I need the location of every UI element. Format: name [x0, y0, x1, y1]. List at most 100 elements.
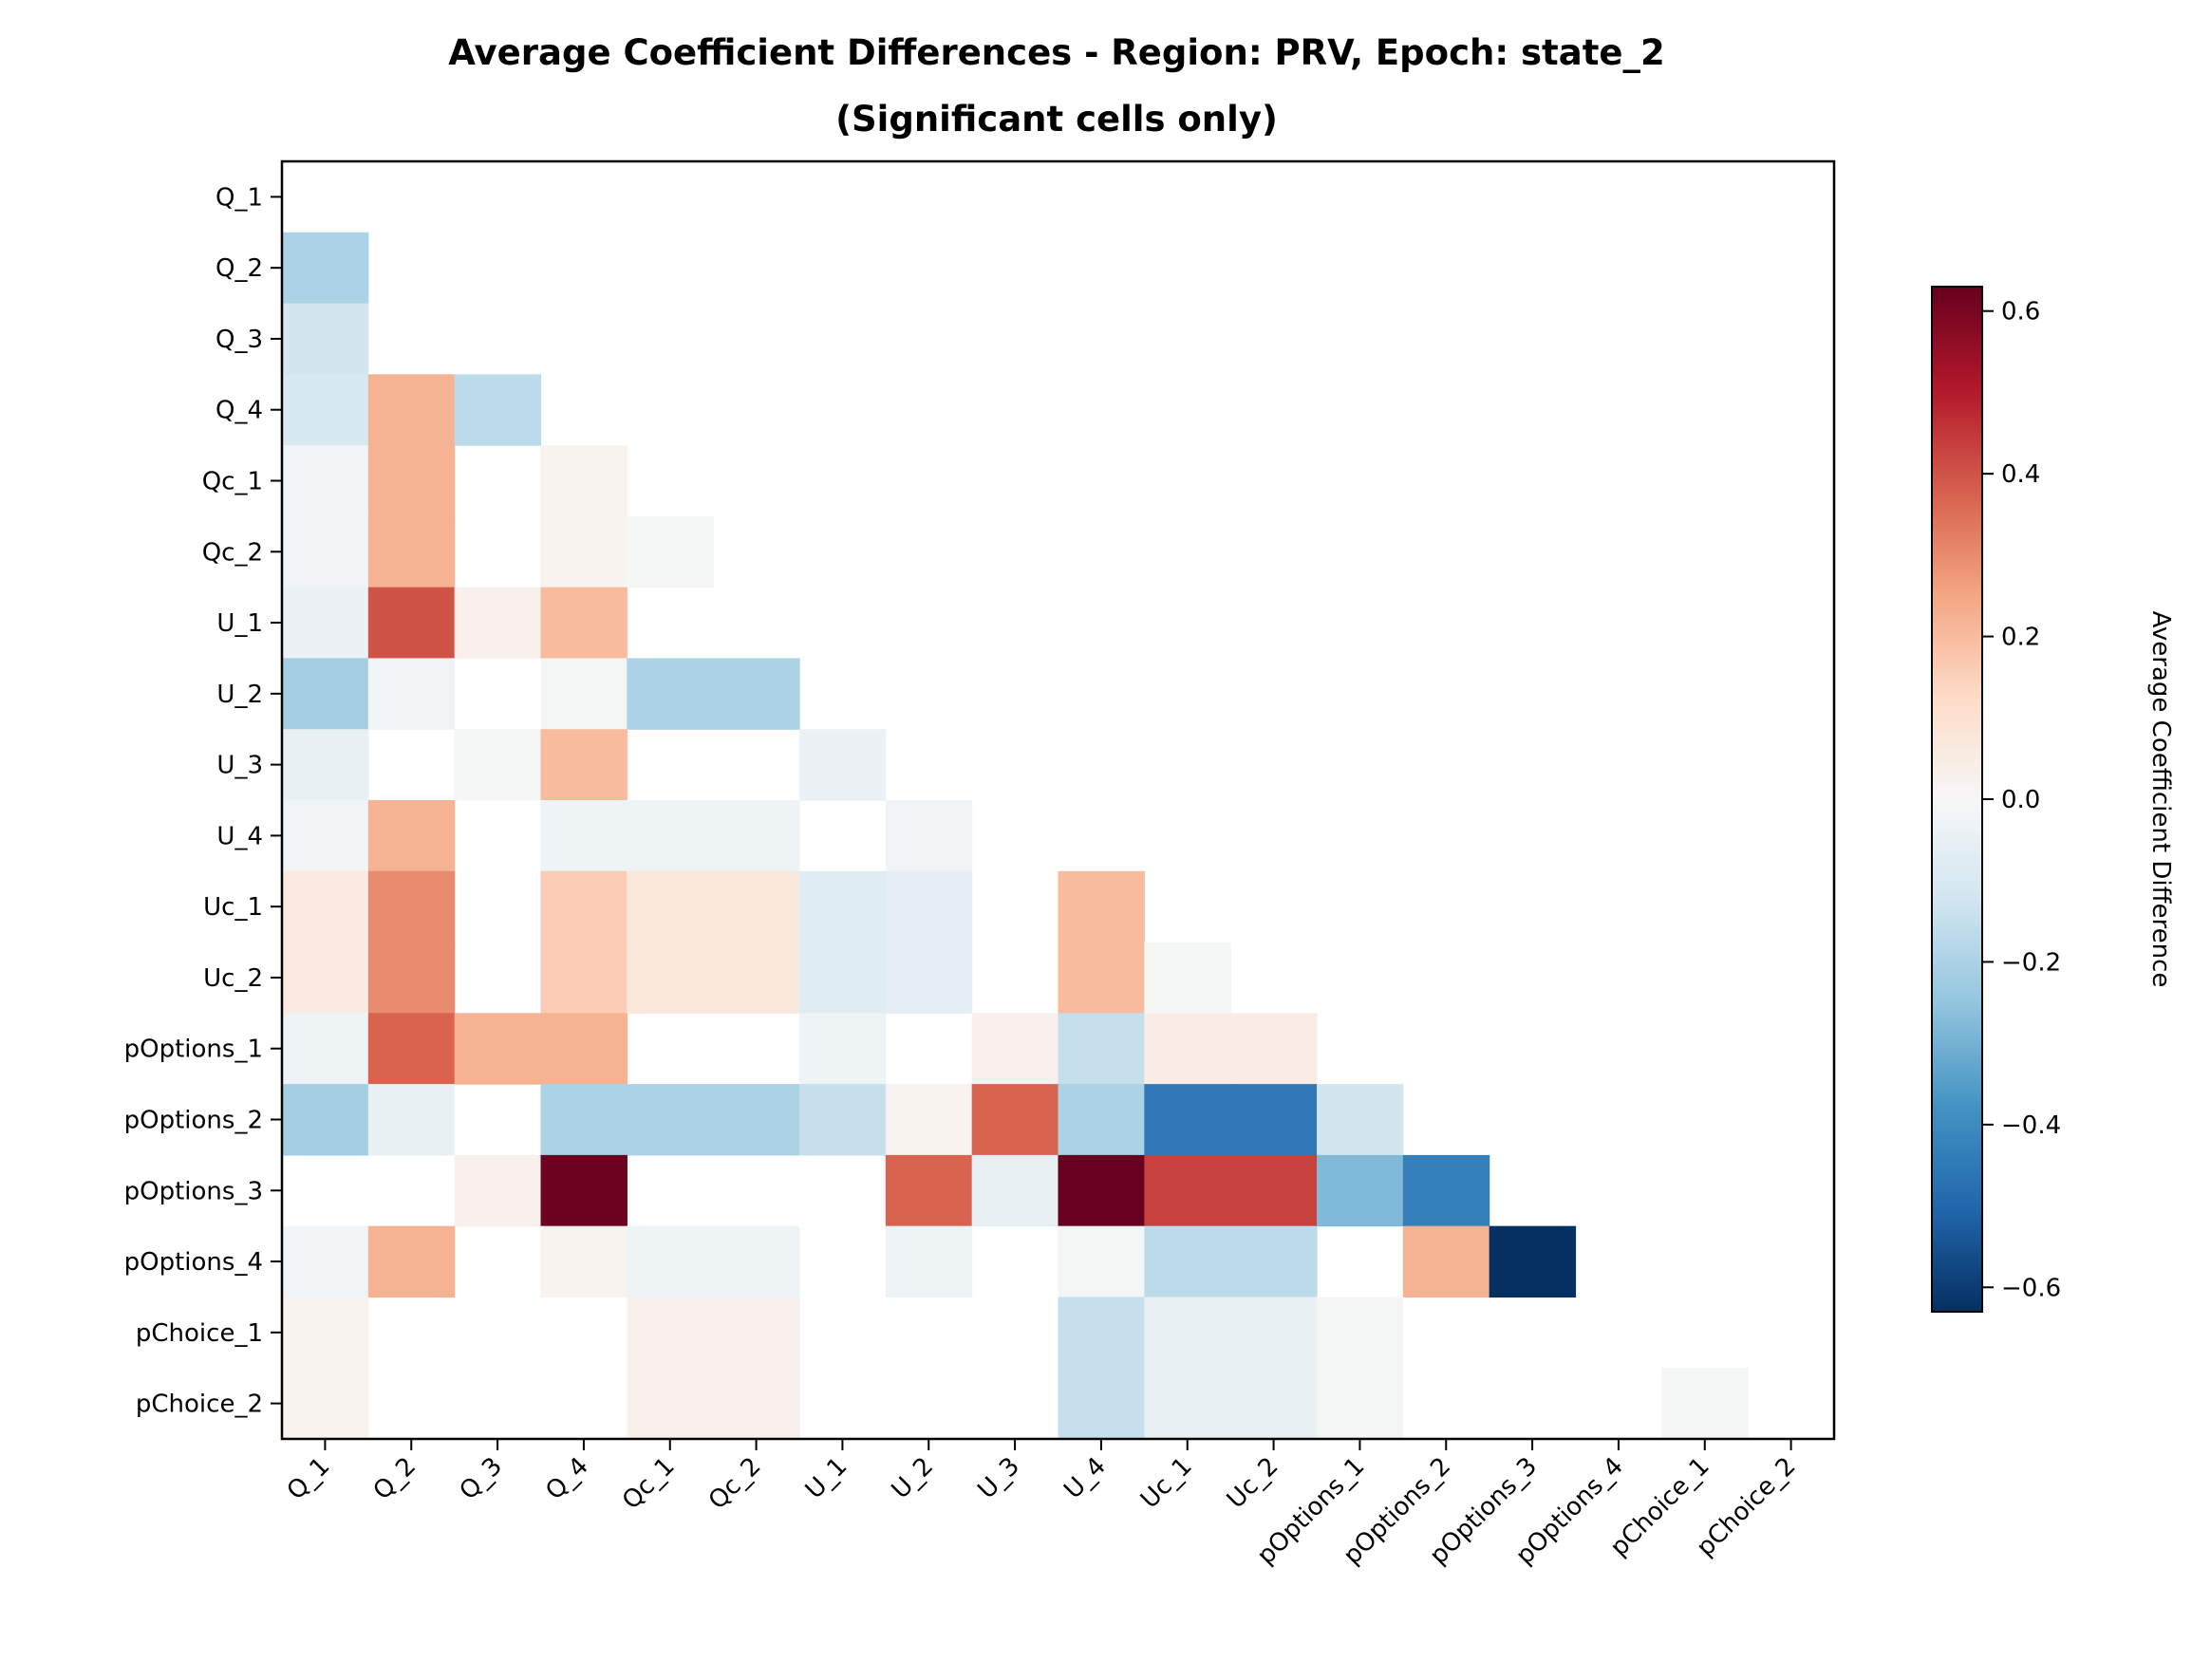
x-tick-label: Qc_2: [703, 1452, 767, 1516]
x-tick-label: Q_4: [540, 1452, 594, 1506]
heatmap-cell: [282, 942, 369, 1014]
heatmap-cell: [1144, 1297, 1231, 1369]
heatmap-cell: [885, 1084, 973, 1156]
heatmap-cell: [367, 800, 456, 872]
x-tick-label: Q_3: [454, 1452, 508, 1506]
heatmap-cell: [282, 232, 369, 305]
heatmap-cell: [367, 870, 456, 943]
heatmap-cell: [627, 658, 714, 730]
y-tick-label: Uc_1: [203, 893, 263, 922]
x-tick-label: U_1: [800, 1452, 853, 1505]
heatmap-cell: [1144, 942, 1231, 1014]
heatmap-cell: [540, 515, 628, 588]
heatmap-cell: [282, 587, 369, 660]
heatmap-cell: [540, 1225, 628, 1298]
x-tick-label: Uc_2: [1222, 1452, 1284, 1515]
heatmap-cell: [1058, 1225, 1145, 1298]
heatmap-cell: [1402, 1154, 1490, 1227]
heatmap-cell: [282, 729, 369, 801]
heatmap-cell: [1144, 1013, 1231, 1085]
heatmap-cell: [799, 870, 887, 943]
heatmap-cell: [627, 1368, 714, 1440]
heatmap-cell: [282, 1368, 369, 1440]
heatmap-cell: [1058, 1368, 1145, 1440]
colorbar-label: Average Coefficient Difference: [2146, 611, 2175, 988]
heatmap-cell: [282, 1225, 369, 1298]
heatmap-cell: [367, 445, 456, 517]
heatmap-cell: [540, 445, 628, 517]
heatmap-cell: [1317, 1154, 1404, 1227]
heatmap-cell: [627, 942, 714, 1014]
heatmap-cell: [282, 1297, 369, 1369]
y-tick-label: Qc_1: [202, 468, 263, 496]
heatmap-cell: [1144, 1084, 1231, 1156]
heatmap-cell: [1230, 1084, 1318, 1156]
heatmap-cell: [282, 515, 369, 588]
y-tick-label: Qc_2: [202, 538, 263, 567]
heatmap-cell: [1230, 1154, 1318, 1227]
y-tick-label: Q_4: [215, 397, 263, 425]
heatmap-cell: [540, 800, 628, 872]
heatmap-cell: [885, 800, 973, 872]
heatmap-cell: [540, 587, 628, 660]
heatmap-cell: [1058, 1154, 1145, 1227]
heatmap-cell: [454, 1154, 542, 1227]
heatmap-cell: [282, 1084, 369, 1156]
heatmap-cell: [713, 942, 800, 1014]
heatmap-cells: [282, 232, 1749, 1440]
heatmap-cell: [1317, 1084, 1404, 1156]
heatmap-cell: [1058, 1013, 1145, 1085]
heatmap-cell: [713, 870, 800, 943]
heatmap-cell: [454, 729, 542, 801]
heatmap-cell: [885, 870, 973, 943]
chart-subtitle: (Significant cells only): [835, 99, 1278, 140]
heatmap-cell: [1489, 1225, 1577, 1298]
heatmap-cell: [282, 800, 369, 872]
heatmap-cell: [367, 1225, 456, 1298]
heatmap-cell: [1144, 1225, 1231, 1298]
heatmap-cell: [282, 445, 369, 517]
y-axis: Q_1 Q_2 Q_3 Q_4 Qc_1 Qc_2 U_1 U_2 U_3 U_4 Uc_1 Uc_2…: [124, 183, 282, 1419]
heatmap-cell: [540, 1154, 628, 1227]
heatmap-cell: [627, 1225, 714, 1298]
heatmap-cell: [799, 1013, 887, 1085]
heatmap-cell: [1144, 1154, 1231, 1227]
heatmap-cell: [799, 1084, 887, 1156]
heatmap-cell: [713, 1225, 800, 1298]
colorbar: −0.6 −0.4 −0.2 0.0 0.2 0.4 0.6 Average Coeffic…: [1931, 286, 2175, 1313]
chart-title: Average Coefficient Differences - Region…: [448, 32, 1665, 73]
colorbar-tick-label: −0.4: [2001, 1111, 2061, 1140]
heatmap-cell: [540, 1084, 628, 1156]
colorbar-tick-label: 0.6: [2001, 298, 2040, 327]
y-tick-label: Uc_2: [203, 964, 263, 993]
y-tick-label: pOptions_1: [124, 1036, 263, 1064]
heatmap-cell: [367, 1013, 456, 1085]
heatmap-cell: [971, 1013, 1059, 1085]
heatmap-cell: [1058, 1084, 1145, 1156]
heatmap-cell: [885, 942, 973, 1014]
heatmap-cell: [1230, 1368, 1318, 1440]
x-tick-label: Q_1: [282, 1452, 336, 1506]
y-tick-label: pOptions_3: [124, 1177, 263, 1205]
y-tick-label: U_2: [216, 681, 263, 709]
x-axis: Q_1 Q_2 Q_3 Q_4 Qc_1 Qc_2 U_1 U_2 U_3 U_4 Uc_1 Uc_2…: [282, 1439, 1802, 1570]
heatmap-cell: [1230, 1297, 1318, 1369]
heatmap-cell: [540, 658, 628, 730]
heatmap-cell: [454, 374, 542, 446]
colorbar-gradient: [1931, 286, 1983, 1313]
x-tick-label: Uc_1: [1135, 1452, 1198, 1515]
y-tick-label: pOptions_2: [124, 1107, 263, 1135]
heatmap-cell: [282, 870, 369, 943]
y-tick-label: pOptions_4: [124, 1248, 263, 1277]
x-tick-label: U_2: [887, 1452, 940, 1505]
heatmap-cell: [540, 870, 628, 943]
heatmap-cell: [367, 942, 456, 1014]
y-tick-label: Q_3: [215, 326, 263, 354]
y-tick-label: U_1: [216, 609, 263, 638]
heatmap-cell: [1058, 942, 1145, 1014]
heatmap-cell: [713, 800, 800, 872]
heatmap-cell: [367, 658, 456, 730]
y-tick-label: Q_1: [215, 183, 263, 212]
heatmap-cell: [1230, 1013, 1318, 1085]
